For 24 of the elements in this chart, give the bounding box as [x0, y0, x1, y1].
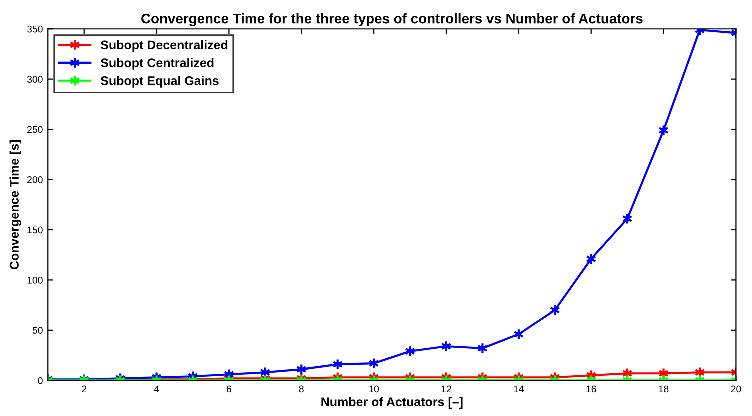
x-tick-label: 18 [659, 386, 669, 393]
y-tick-label: 0 [38, 377, 43, 384]
x-tick-label: 8 [299, 386, 304, 393]
y-axis-title: Convergence Time [s] [10, 140, 22, 270]
y-tick-label: 50 [32, 327, 43, 334]
y-tick-label: 100 [28, 276, 43, 284]
x-tick-label: 20 [731, 386, 742, 393]
legend-label: Subopt Decentralized [100, 40, 228, 52]
x-tick-label: 14 [514, 386, 524, 393]
x-tick-label: 10 [369, 386, 380, 393]
legend-label: Subopt Centralized [100, 58, 214, 70]
y-tick-label: 350 [27, 26, 43, 33]
y-tick-label: 200 [28, 176, 43, 184]
chart-title: Convergence Time for the three types of controllers vs Number of Actuators [142, 14, 643, 27]
x-tick-label: 6 [226, 386, 232, 393]
y-tick-label: 300 [27, 76, 43, 83]
x-tick-label: 16 [586, 386, 596, 393]
x-axis-title: Number of Actuators [–] [322, 397, 463, 409]
x-tick-label: 4 [154, 386, 160, 393]
legend-label: Subopt Equal Gains [100, 76, 219, 88]
x-tick-label: 12 [442, 386, 452, 393]
x-tick-label: 2 [82, 386, 87, 393]
y-tick-label: 150 [28, 226, 43, 234]
y-tick-label: 250 [28, 126, 43, 134]
